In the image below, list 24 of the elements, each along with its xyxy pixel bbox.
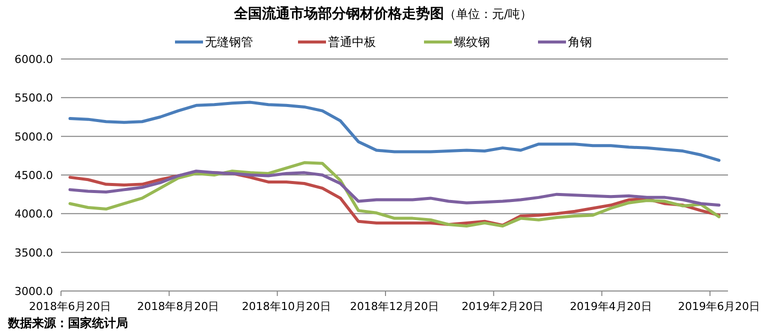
- line-series: [68, 100, 720, 162]
- legend-label: 角钢: [568, 35, 592, 49]
- chart-title: 全国流通市场部分钢材价格走势图: [232, 5, 444, 22]
- line-series: [68, 170, 720, 207]
- legend-label: 普通中板: [328, 35, 376, 49]
- y-tick-label: 4500.0: [14, 169, 53, 182]
- x-tick-label: 2018年6月20日: [29, 300, 112, 313]
- y-tick-label: 4000.0: [14, 208, 53, 221]
- source-note: 数据来源：国家统计局: [7, 316, 128, 330]
- y-tick-label: 3500.0: [14, 246, 53, 260]
- y-tick-label: 6000.0: [14, 53, 53, 66]
- x-tick-label: 2019年4月20日: [570, 300, 652, 313]
- y-tick-label: 3000.0: [14, 285, 53, 298]
- legend-label: 螺纹钢: [454, 35, 490, 49]
- line-series: [68, 161, 720, 228]
- y-tick-label: 5500.0: [14, 92, 53, 105]
- x-tick-label: 2018年8月20日: [137, 300, 220, 313]
- y-tick-label: 5000.0: [14, 130, 53, 144]
- x-tick-label: 2019年6月20日: [678, 300, 760, 313]
- legend-label: 无缝钢管: [205, 35, 253, 49]
- chart-subtitle: （单位：元/吨）: [444, 7, 532, 21]
- x-tick-label: 2018年12月20日: [350, 300, 439, 313]
- x-tick-label: 2018年10月20日: [242, 300, 331, 313]
- x-tick-label: 2019年2月20日: [462, 300, 544, 313]
